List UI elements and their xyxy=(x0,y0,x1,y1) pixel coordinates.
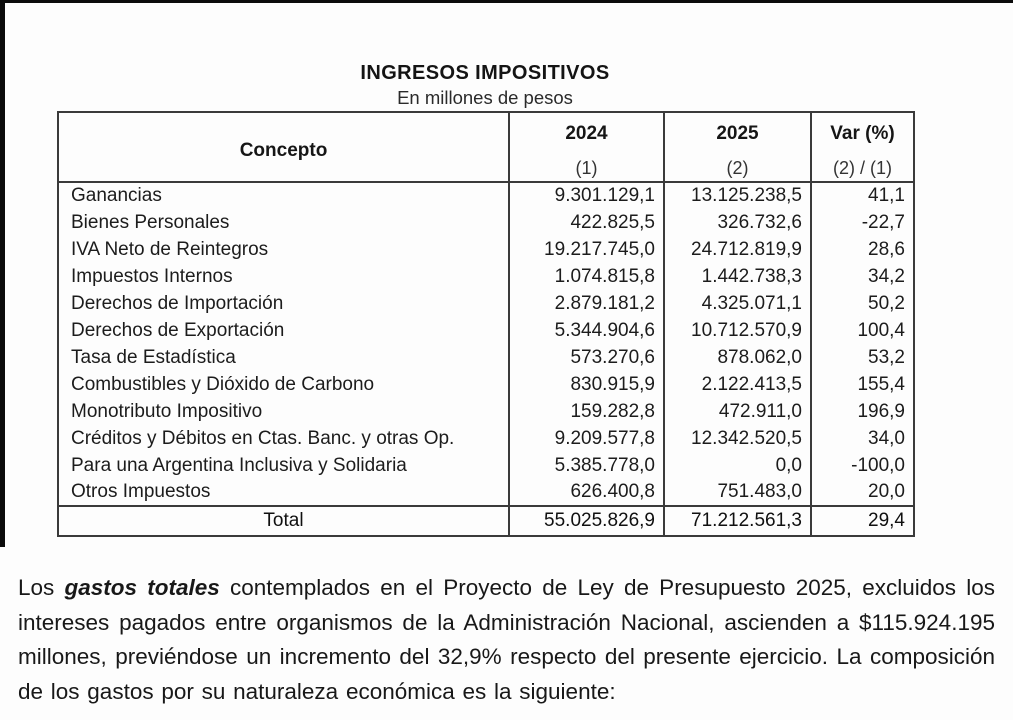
total-value-2024: 55.025.826,9 xyxy=(508,505,664,536)
col-header-var-note: (2) / (1) xyxy=(832,158,892,178)
row-value-var: 41,1 xyxy=(810,182,914,209)
col-header-var-label: Var (%) xyxy=(830,123,895,144)
scan-edge-left xyxy=(0,0,5,547)
col-header-concepto-label: Concepto xyxy=(239,140,328,161)
row-value-2024: 159.282,8 xyxy=(508,398,664,425)
table-row: Derechos de Importación 2.879.181,2 4.32… xyxy=(58,290,914,317)
col-header-var: Var (%) (2) / (1) xyxy=(810,112,914,183)
row-concepto: Créditos y Débitos en Ctas. Banc. y otra… xyxy=(71,427,455,449)
row-value-2024: 19.217.745,0 xyxy=(508,236,664,263)
total-row: Total 55.025.826,9 71.212.561,3 29,4 xyxy=(58,505,914,536)
row-value-2024: 1.074.815,8 xyxy=(508,263,664,290)
table-row: Para una Argentina Inclusiva y Solidaria… xyxy=(58,452,914,479)
row-value-2025: 1.442.738,3 xyxy=(663,263,811,290)
table-row: Otros Impuestos 626.400,8 751.483,0 20,0 xyxy=(58,479,914,506)
row-value-2024: 5.385.778,0 xyxy=(508,452,664,479)
row-value-var: -22,7 xyxy=(810,209,914,236)
col-header-concepto: Concepto xyxy=(58,112,509,183)
row-value-var: 28,6 xyxy=(810,236,914,263)
table-row: Monotributo Impositivo 159.282,8 472.911… xyxy=(58,398,914,425)
row-value-2025: 878.062,0 xyxy=(663,344,811,371)
row-value-2024: 9.209.577,8 xyxy=(508,425,664,452)
table-row: Combustibles y Dióxido de Carbono 830.91… xyxy=(58,371,914,398)
row-value-2024: 573.270,6 xyxy=(508,344,664,371)
scan-edge-top xyxy=(0,0,1013,3)
revenue-table: Concepto 2024 (1) 2025 (2) Var (%) (2) /… xyxy=(57,111,915,537)
col-header-2025: 2025 (2) xyxy=(663,112,811,183)
row-value-var: 20,0 xyxy=(810,479,914,506)
table-row: Bienes Personales 422.825,5 326.732,6 -2… xyxy=(58,209,914,236)
paragraph-prefix: Los xyxy=(18,575,65,600)
col-header-2025-note: (2) xyxy=(726,158,749,178)
row-value-var: 155,4 xyxy=(810,371,914,398)
table-header: Concepto 2024 (1) 2025 (2) Var (%) (2) /… xyxy=(58,112,914,183)
total-label: Total xyxy=(58,505,509,536)
col-header-2024-note: (1) xyxy=(575,158,598,178)
body-paragraph: Los gastos totales contemplados en el Pr… xyxy=(18,571,995,709)
row-value-2024: 5.344.904,6 xyxy=(508,317,664,344)
row-value-var: 34,2 xyxy=(810,263,914,290)
row-value-2025: 326.732,6 xyxy=(663,209,811,236)
table-row: Impuestos Internos 1.074.815,8 1.442.738… xyxy=(58,263,914,290)
row-value-2024: 626.400,8 xyxy=(508,479,664,506)
total-value-var: 29,4 xyxy=(810,505,914,536)
row-concepto: Para una Argentina Inclusiva y Solidaria xyxy=(71,454,407,476)
row-value-2025: 12.342.520,5 xyxy=(663,425,811,452)
row-concepto: Combustibles y Dióxido de Carbono xyxy=(71,373,375,395)
row-value-var: 34,0 xyxy=(810,425,914,452)
row-value-var: 53,2 xyxy=(810,344,914,371)
row-value-2024: 9.301.129,1 xyxy=(508,182,664,209)
col-header-2025-label: 2025 xyxy=(716,123,759,144)
row-concepto: Bienes Personales xyxy=(71,211,230,233)
row-concepto: Monotributo Impositivo xyxy=(71,400,263,422)
row-value-2025: 751.483,0 xyxy=(663,479,811,506)
table-row: IVA Neto de Reintegros 19.217.745,0 24.7… xyxy=(58,236,914,263)
row-concepto: Ganancias xyxy=(71,185,162,206)
row-concepto: Otros Impuestos xyxy=(71,481,211,502)
paragraph-rest: contemplados en el Proyecto de Ley de Pr… xyxy=(18,575,996,704)
row-value-2025: 472.911,0 xyxy=(663,398,811,425)
col-header-2024-label: 2024 xyxy=(565,123,608,144)
table-title: INGRESOS IMPOSITIVOS xyxy=(360,62,610,84)
row-value-2024: 2.879.181,2 xyxy=(508,290,664,317)
row-value-var: 196,9 xyxy=(810,398,914,425)
row-value-var: 100,4 xyxy=(810,317,914,344)
total-value-2025: 71.212.561,3 xyxy=(663,505,811,536)
row-value-2024: 830.915,9 xyxy=(508,371,664,398)
row-value-var: 50,2 xyxy=(810,290,914,317)
table-row: Créditos y Débitos en Ctas. Banc. y otra… xyxy=(58,425,914,452)
row-concepto: Derechos de Importación xyxy=(71,292,284,314)
table-footer: Total 55.025.826,9 71.212.561,3 29,4 xyxy=(58,505,914,536)
table-row: Derechos de Exportación 5.344.904,6 10.7… xyxy=(58,317,914,344)
row-value-2024: 422.825,5 xyxy=(508,209,664,236)
row-value-2025: 4.325.071,1 xyxy=(663,290,811,317)
row-concepto: Impuestos Internos xyxy=(71,265,233,287)
row-value-2025: 10.712.570,9 xyxy=(663,317,811,344)
table-row: Tasa de Estadística 573.270,6 878.062,0 … xyxy=(58,344,914,371)
table-body: Ganancias 9.301.129,1 13.125.238,5 41,1 … xyxy=(58,182,914,506)
table-subtitle: En millones de pesos xyxy=(397,87,573,108)
row-concepto: Derechos de Exportación xyxy=(71,319,285,341)
row-concepto: Tasa de Estadística xyxy=(71,346,236,368)
table-row: Ganancias 9.301.129,1 13.125.238,5 41,1 xyxy=(58,182,914,209)
col-header-2024: 2024 (1) xyxy=(508,112,664,183)
row-value-2025: 0,0 xyxy=(663,452,811,479)
row-value-2025: 24.712.819,9 xyxy=(663,236,811,263)
paragraph-emphasis: gastos totales xyxy=(64,575,220,600)
row-value-2025: 2.122.413,5 xyxy=(663,371,811,398)
row-value-var: -100,0 xyxy=(810,452,914,479)
row-value-2025: 13.125.238,5 xyxy=(663,182,811,209)
row-concepto: IVA Neto de Reintegros xyxy=(71,238,269,260)
